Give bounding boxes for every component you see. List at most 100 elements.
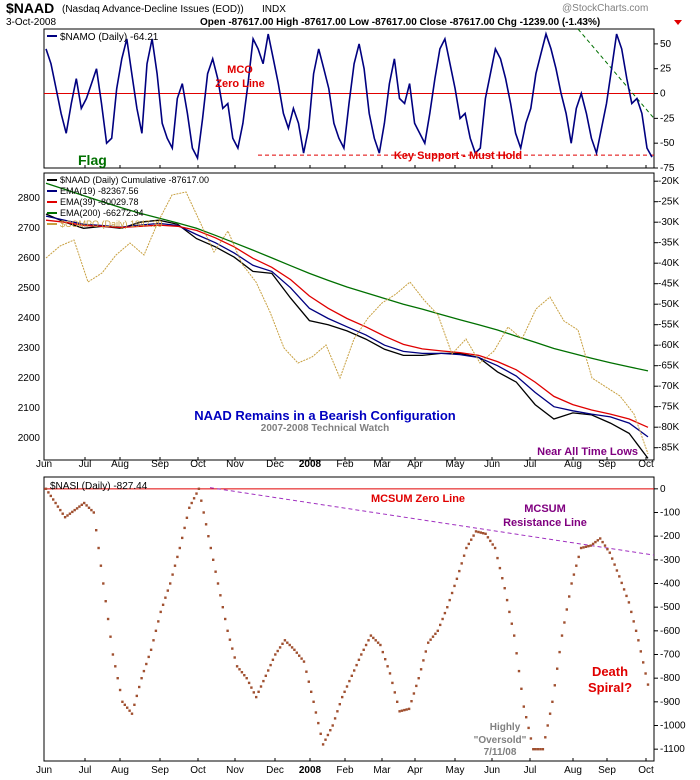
x-axis-label: Dec: [266, 765, 284, 776]
x-axis-label: Apr: [407, 459, 423, 470]
nasi-point: [114, 665, 117, 668]
nasi-point: [618, 575, 621, 578]
nasi-point: [288, 643, 291, 647]
x-axis-label: Jul: [524, 765, 537, 776]
nasi-tick-label: -1000: [660, 721, 686, 732]
nasi-point: [412, 692, 416, 695]
nasi-point: [207, 535, 210, 538]
x-axis-label: Sep: [151, 765, 169, 776]
nasi-point: [66, 514, 69, 517]
near-lows-label: Near All Time Lows: [537, 446, 638, 458]
x-axis-label: Aug: [564, 765, 582, 776]
nasi-point: [436, 629, 439, 632]
nasi-point: [532, 748, 535, 751]
date-note-label: 7/11/08: [484, 747, 517, 758]
nasi-point: [582, 546, 585, 549]
nasi-point: [245, 677, 248, 680]
nasi-point: [546, 724, 549, 727]
nasi-point: [384, 658, 387, 661]
x-axis-label: Feb: [336, 765, 354, 776]
nasi-point: [393, 691, 396, 694]
nasi-point: [281, 642, 284, 645]
nasi-point: [548, 712, 552, 715]
nasi-point: [286, 641, 289, 644]
nasi-point: [381, 650, 384, 654]
nasi-point: [123, 703, 126, 706]
nasi-point: [169, 582, 172, 585]
grid-lines: [44, 28, 655, 556]
watermark: @StockCharts.com: [562, 3, 648, 14]
nasi-point: [374, 639, 377, 642]
nasi-point: [372, 636, 375, 640]
compo-tick-label: 2700: [18, 223, 41, 234]
nasi-point: [192, 497, 196, 500]
nasi-point: [80, 503, 83, 506]
naad-legend-text: $NAAD (Daily) Cumulative -87617.00: [60, 175, 209, 185]
nasi-point: [570, 582, 573, 585]
nasi-point: [467, 542, 470, 546]
naad-tick-label: -55K: [658, 320, 679, 331]
x-axis-label: Jul: [79, 765, 92, 776]
nasi-point: [527, 726, 530, 730]
x-axis-label: Nov: [226, 459, 244, 470]
nasi-point: [348, 679, 351, 683]
nasi-point: [238, 668, 241, 671]
nasi-point: [52, 498, 55, 501]
nasi-point: [336, 710, 339, 713]
nasi-point: [439, 623, 442, 627]
x-axis-label: Apr: [407, 765, 423, 776]
naad-legend-text: $COMPO (Daily) 1947.39: [60, 219, 163, 229]
nasi-point: [109, 635, 112, 638]
namo-tick-label: -75: [660, 163, 675, 174]
nasi-point: [224, 617, 227, 621]
nasi-point: [577, 555, 580, 559]
nasi-point: [173, 564, 177, 567]
nasi-point: [558, 650, 561, 654]
nasi-point: [111, 653, 115, 656]
nasi-point: [482, 532, 485, 535]
nasi-point: [522, 705, 525, 708]
nasi-point: [264, 674, 267, 677]
nasi-tick-label: 0: [660, 484, 666, 495]
nasi-point: [183, 526, 186, 530]
nasi-point: [565, 608, 568, 611]
nasi-point: [417, 677, 420, 680]
ema19-line: [45, 215, 649, 438]
mco-label: MCO: [227, 64, 253, 76]
nasi-point: [505, 598, 509, 602]
naad-tick-label: -65K: [658, 361, 679, 372]
naad-tick-label: -20K: [658, 176, 679, 187]
nasi-point: [252, 691, 255, 694]
naad-tick-label: -70K: [658, 381, 679, 392]
nasi-point: [176, 555, 179, 559]
nasi-point: [247, 681, 251, 685]
nasi-point: [596, 539, 599, 542]
nasi-point: [78, 505, 81, 508]
nasi-point: [396, 700, 399, 703]
nasi-point: [599, 537, 602, 540]
nasi-point: [276, 649, 279, 653]
panel-frame-2: [43, 172, 655, 461]
nasi-point: [250, 686, 253, 689]
nasi-point: [83, 501, 86, 505]
nasi-point: [147, 655, 150, 659]
nasi-point: [293, 648, 296, 651]
nasi-point: [615, 569, 619, 572]
nasi-point: [135, 694, 138, 698]
nasi-point: [161, 603, 165, 606]
x-axis-label: Aug: [111, 459, 129, 470]
chart-marks: [44, 31, 653, 751]
nasi-point: [415, 684, 418, 688]
nasi-tick-label: -500: [660, 602, 680, 613]
nasi-point: [563, 621, 566, 624]
nasi-point: [613, 563, 616, 566]
nasi-point: [331, 724, 334, 727]
nasi-point: [219, 594, 222, 597]
nasi-point: [477, 530, 480, 534]
x-axis-label: Jun: [36, 459, 52, 470]
namo-tick-label: 50: [660, 39, 672, 50]
bearish-config-label: NAAD Remains in a Bearish Configuration: [194, 408, 456, 423]
nasi-point: [536, 748, 540, 751]
compo-tick-label: 2100: [18, 403, 41, 414]
